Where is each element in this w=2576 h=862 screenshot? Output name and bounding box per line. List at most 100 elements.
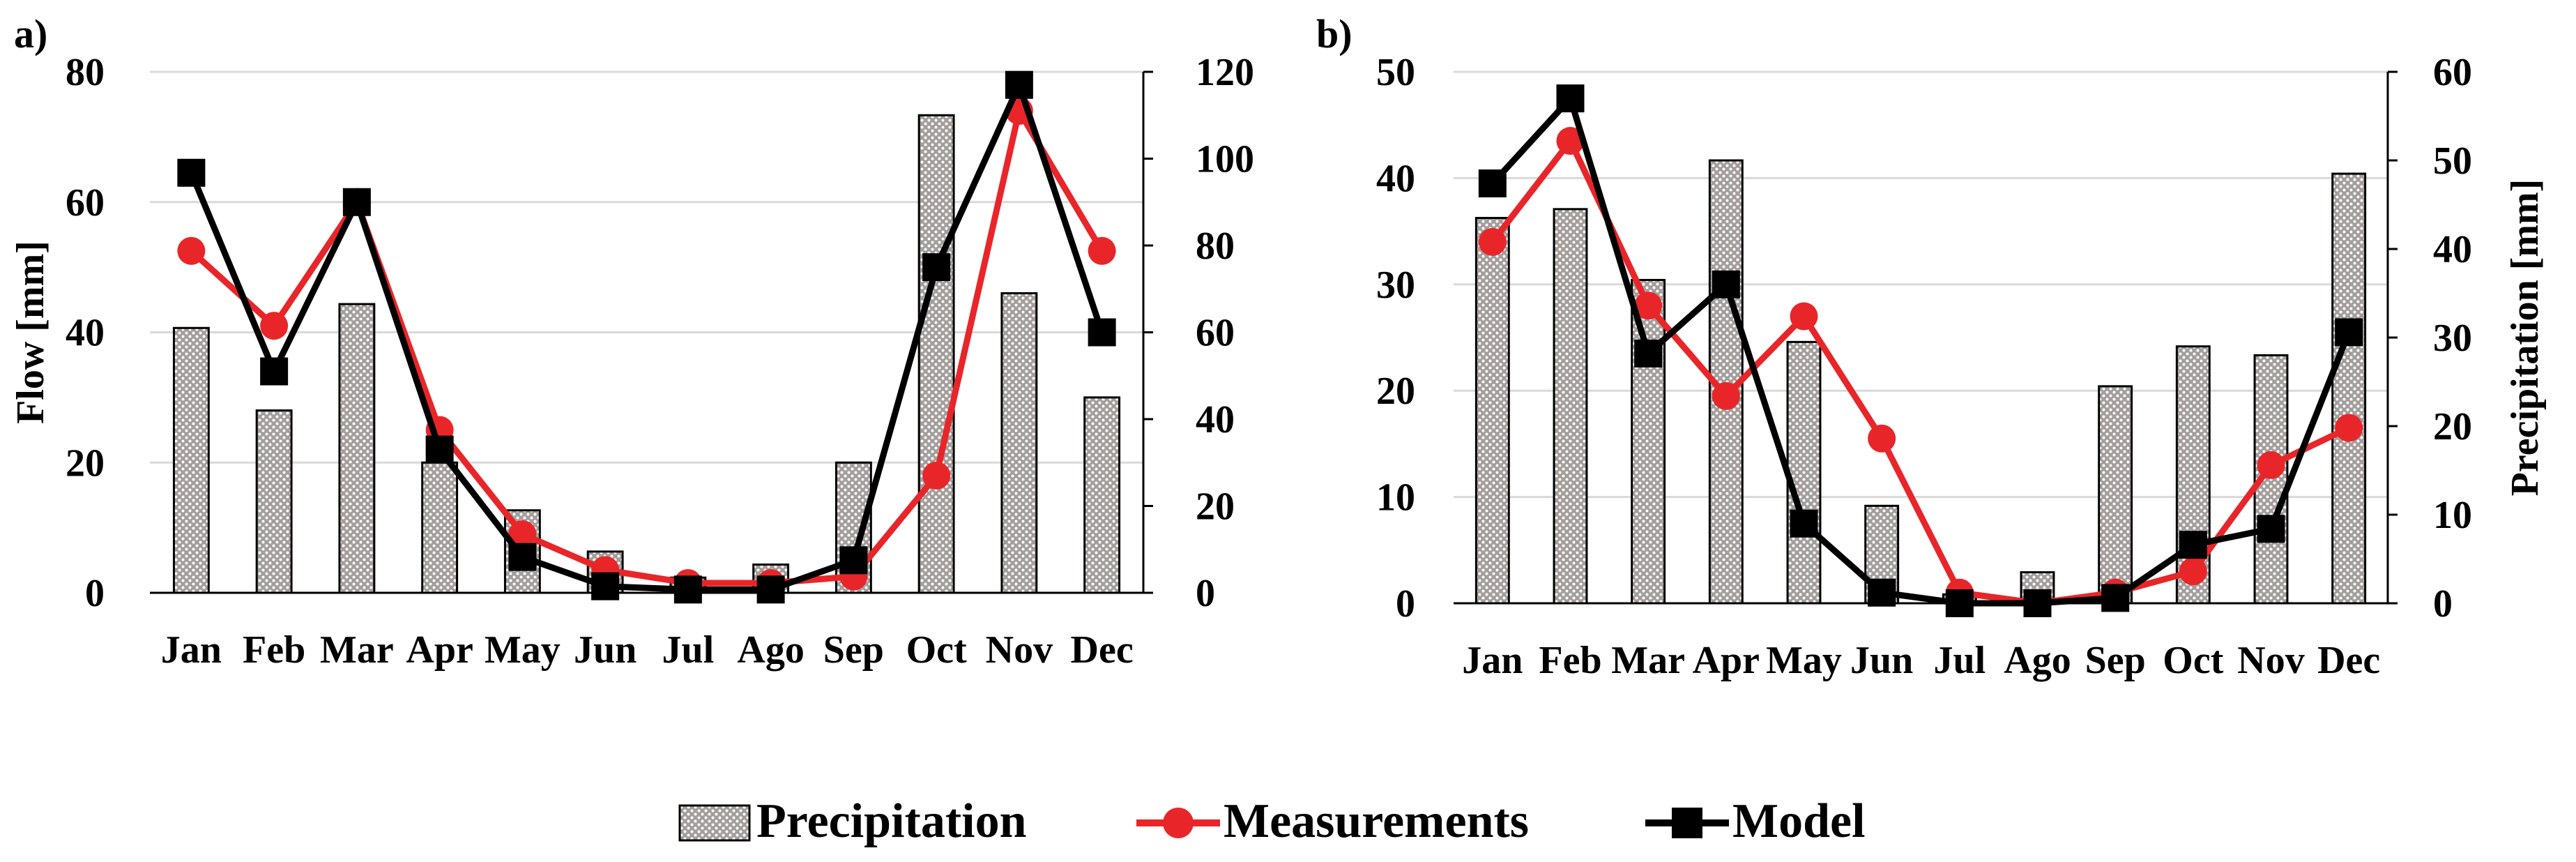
model-point	[2335, 318, 2363, 347]
model-point	[1478, 169, 1507, 198]
precipitation-bar	[1786, 340, 1822, 605]
measurements-point	[1634, 292, 1663, 320]
precipitation-bar	[1000, 292, 1038, 594]
model-point	[1088, 318, 1116, 347]
category-label: Dec	[2317, 639, 2380, 682]
category-label: Sep	[2085, 639, 2146, 682]
model-point	[839, 546, 868, 575]
model-point	[2257, 515, 2285, 543]
model-point	[1790, 509, 1818, 538]
right-axis-tick-label: 60	[2433, 51, 2472, 94]
category-label: Nov	[2237, 639, 2304, 682]
model-point	[756, 575, 785, 604]
measurements-point	[260, 312, 289, 340]
left-axis-tick-label: 20	[66, 441, 105, 485]
left-axis-tick-label: 40	[1376, 157, 1415, 200]
left-axis-tick-label: 0	[85, 572, 105, 615]
category-label: Jul	[1933, 639, 1986, 682]
legend-precipitation-swatch	[678, 804, 751, 842]
precipitation-bar	[1631, 278, 1666, 605]
model-point	[673, 575, 702, 604]
chart-panel-a: a) 0 20 40 60 80 0 20 40 60 80 100 120 Jan Feb Mar Apr Ma…	[9, 11, 1254, 672]
category-label: Mar	[320, 628, 394, 672]
left-axis-title: Flow [mm]	[9, 241, 52, 424]
model-point	[342, 188, 371, 216]
measurements-line	[189, 107, 1105, 587]
legend-precipitation-label: Precipitation	[756, 794, 1027, 848]
legend-item-model: Model	[1645, 794, 1866, 848]
category-label: May	[1766, 639, 1842, 682]
precipitation-bar	[1083, 396, 1121, 594]
measurements-point	[1556, 127, 1585, 156]
left-axis-tick-label: 40	[66, 312, 105, 355]
category-label: Ago	[2004, 639, 2071, 682]
measurements-point	[508, 520, 537, 548]
category-label: Jul	[662, 628, 715, 672]
precipitation-bar	[917, 114, 955, 594]
chart-panel-b: b) 0 10 20 30 40 50 0 10 20 30 40 50 60 Jan Feb Mar Apr Ma…	[1316, 11, 2547, 682]
category-label: Jan	[161, 628, 222, 672]
right-axis-tick-label: 0	[2433, 582, 2453, 626]
right-axis-tick-label: 60	[1196, 312, 1235, 355]
left-axis-tick-label: 30	[1376, 264, 1415, 307]
category-label: May	[485, 628, 561, 672]
model-line	[1490, 95, 2352, 607]
left-axis-tick-label: 10	[1376, 476, 1415, 520]
right-axis-title: Precipitation [mm]	[2503, 179, 2547, 497]
legend-item-precipitation: Precipitation	[678, 794, 1027, 848]
precipitation-bar	[421, 461, 459, 594]
right-axis-tick-label: 50	[2433, 139, 2472, 183]
precipitation-bar	[255, 409, 293, 594]
precipitation-bar	[338, 303, 376, 594]
panel-label: b)	[1316, 11, 1352, 56]
measurements-point	[1712, 381, 1740, 410]
category-label: Jun	[1850, 639, 1913, 682]
model-line	[188, 82, 1105, 593]
model-point	[1005, 70, 1033, 99]
legend-model-marker	[1672, 808, 1702, 838]
left-axis-tick-label: 80	[66, 51, 105, 94]
measurements-point	[2257, 451, 2285, 479]
right-axis-tick-label: 20	[1196, 485, 1235, 529]
precipitation-bar	[2098, 385, 2133, 605]
measurements-point	[1088, 236, 1116, 265]
right-axis-tick-label: 0	[1196, 572, 1215, 615]
model-point	[1634, 339, 1663, 368]
legend-measurements-marker	[1163, 808, 1194, 838]
model-point	[1945, 589, 1974, 617]
right-axis-tick-label: 80	[1196, 225, 1235, 268]
panel-label: a)	[14, 11, 47, 56]
category-label: Apr	[1693, 639, 1760, 682]
right-axis-tick-label: 40	[2433, 228, 2472, 271]
model-point	[922, 253, 951, 282]
left-axis-tick-label: 60	[66, 181, 105, 225]
model-point	[2101, 584, 2130, 612]
precipitation-bar	[2253, 354, 2289, 605]
right-axis-tick-label: 20	[2433, 405, 2472, 448]
model-point	[2179, 531, 2207, 559]
precipitation-bar	[2331, 172, 2367, 605]
measurements-line	[1490, 137, 2351, 607]
model-point	[1712, 270, 1740, 298]
category-label: Apr	[406, 628, 473, 672]
left-axis-tick-label: 50	[1376, 51, 1415, 94]
right-axis-tick-label: 120	[1196, 51, 1254, 94]
measurements-point	[1868, 424, 1896, 453]
right-axis-tick-label: 10	[2433, 494, 2472, 537]
left-axis-tick-label: 20	[1376, 370, 1415, 413]
category-label: Feb	[1539, 639, 1601, 682]
model-point	[508, 543, 537, 571]
model-point	[1556, 84, 1585, 113]
measurements-point	[922, 461, 951, 490]
category-label: Jan	[1462, 639, 1523, 682]
legend-measurements-label: Measurements	[1224, 794, 1529, 848]
left-axis-tick-label: 0	[1396, 582, 1415, 626]
precipitation-bar	[1553, 208, 1588, 605]
model-point	[2023, 589, 2052, 617]
category-label: Dec	[1071, 628, 1134, 672]
precipitation-bar	[1474, 217, 1510, 605]
right-axis-tick-label: 30	[2433, 317, 2472, 360]
measurements-point	[1790, 302, 1818, 331]
precipitation-bar	[172, 326, 210, 594]
